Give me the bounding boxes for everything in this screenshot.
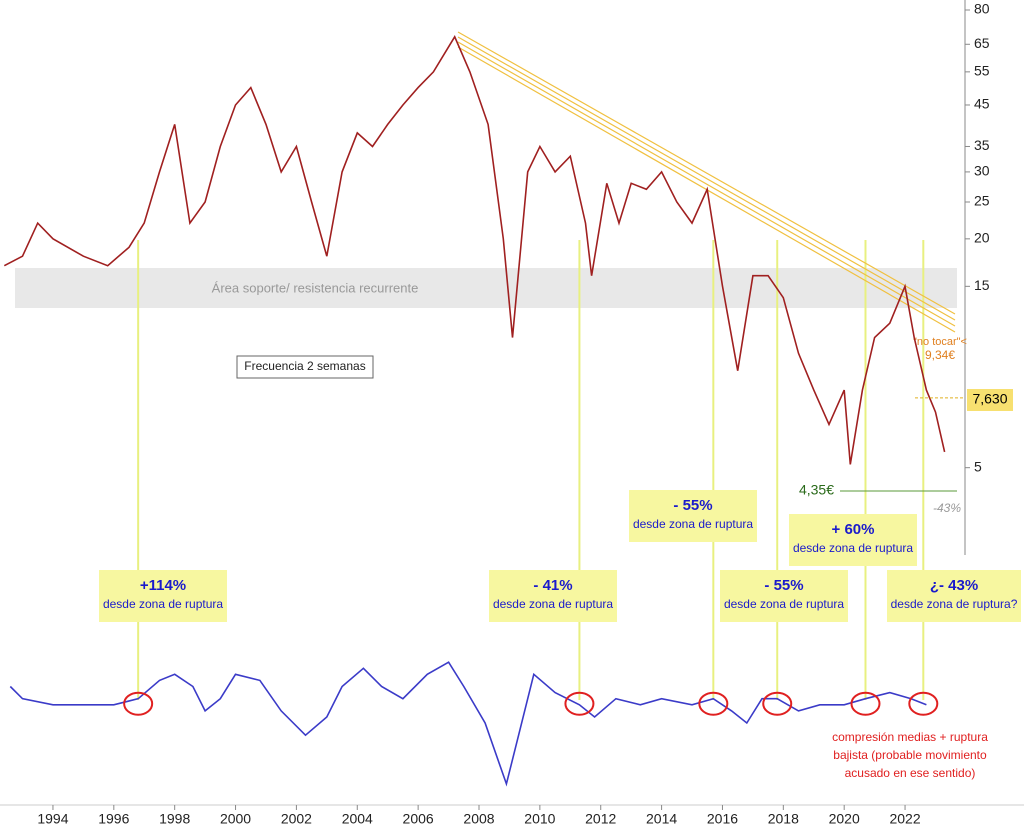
annotation: - 41% desde zona de ruptura <box>489 570 617 622</box>
y-tick-label: 80 <box>974 1 990 17</box>
last-price: 7,630 <box>972 391 1007 407</box>
note-line: compresión medias + ruptura <box>832 730 988 744</box>
frequency-label: Frecuencia 2 semanas <box>244 359 365 373</box>
note-line: bajista (probable movimiento <box>833 748 987 762</box>
annotation-text: desde zona de ruptura <box>102 597 224 611</box>
y-tick-label: 5 <box>974 458 982 474</box>
signal-circle <box>123 691 154 716</box>
annotation-pct: ¿- 43% <box>929 577 979 594</box>
annotation-pct: - 55% <box>764 577 804 594</box>
annotation: - 55% desde zona de ruptura <box>720 570 848 622</box>
signal-circle <box>908 691 939 716</box>
last-price-box <box>967 389 1013 411</box>
y-tick-label: 55 <box>974 63 990 79</box>
annotation-text: desde zona de ruptura <box>792 541 914 555</box>
x-tick-label: 2006 <box>403 811 434 827</box>
y-tick-label: 30 <box>974 163 990 179</box>
annotation-text: desde zona de ruptura <box>492 597 614 611</box>
y-tick-label: 35 <box>974 137 990 153</box>
x-tick-label: 2012 <box>585 811 616 827</box>
annotation: ¿- 43% desde zona de ruptura? <box>887 570 1021 622</box>
y-tick-label: 25 <box>974 193 990 209</box>
band-label: Área soporte/ resistencia recurrente <box>212 280 419 295</box>
target-label: -43% <box>933 501 961 515</box>
annotation: +114% desde zona de ruptura <box>99 570 227 622</box>
y-tick-label: 20 <box>974 230 990 246</box>
y-tick-label: 65 <box>974 35 990 51</box>
series-line <box>3 35 946 465</box>
x-tick-label: 2018 <box>768 811 799 827</box>
signal-circle <box>762 691 793 716</box>
annotation-pct: +114% <box>139 577 187 594</box>
annotation-text: desde zona de ruptura <box>723 597 845 611</box>
y-tick-label: 45 <box>974 96 990 112</box>
x-tick-label: 2010 <box>524 811 555 827</box>
annotation: + 60% desde zona de ruptura <box>789 514 917 566</box>
signal-circle <box>698 691 729 716</box>
x-tick-label: 2022 <box>889 811 920 827</box>
annotation-text: desde zona de ruptura? <box>890 597 1018 611</box>
annotation-pct: - 55% <box>673 497 713 514</box>
x-tick-label: 2000 <box>220 811 251 827</box>
annotation-text: desde zona de ruptura <box>632 517 754 531</box>
no-touch-price: 9,34€ <box>925 348 955 362</box>
x-tick-label: 2020 <box>829 811 860 827</box>
y-tick-label: 15 <box>974 277 990 293</box>
signal-circle <box>850 691 881 716</box>
x-tick-label: 1994 <box>37 811 68 827</box>
x-tick-label: 2008 <box>463 811 494 827</box>
x-tick-label: 2016 <box>707 811 738 827</box>
note-line: acusado en ese sentido) <box>845 766 976 780</box>
x-tick-label: 2002 <box>281 811 312 827</box>
x-tick-label: 2004 <box>342 811 373 827</box>
x-tick-label: 1996 <box>98 811 129 827</box>
support-band <box>15 268 957 308</box>
x-tick-label: 1998 <box>159 811 190 827</box>
annotation-pct: - 41% <box>533 577 573 594</box>
annotation-pct: + 60% <box>831 521 875 538</box>
frequency-box <box>236 355 374 379</box>
annotation: - 55% desde zona de ruptura <box>629 490 757 542</box>
low-label: 4,35€ <box>799 482 834 498</box>
signal-circle <box>564 691 595 716</box>
series-line <box>9 661 927 787</box>
no-touch: "no tocar"< <box>913 336 967 348</box>
x-tick-label: 2014 <box>646 811 677 827</box>
